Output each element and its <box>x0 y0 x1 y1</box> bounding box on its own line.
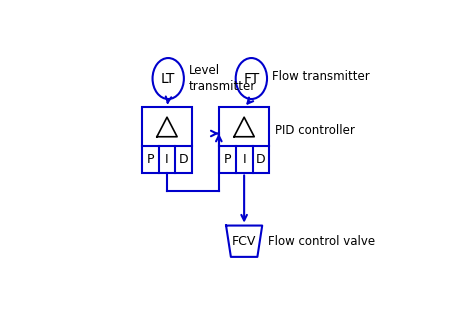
Text: LT: LT <box>161 72 175 85</box>
Bar <box>219 107 269 172</box>
Bar <box>142 107 192 172</box>
Text: D: D <box>256 153 266 166</box>
Text: D: D <box>179 153 189 166</box>
Text: P: P <box>224 153 231 166</box>
Text: Flow control valve: Flow control valve <box>268 235 375 248</box>
Text: FT: FT <box>243 72 259 85</box>
Text: Flow transmitter: Flow transmitter <box>272 69 370 83</box>
Polygon shape <box>226 226 262 257</box>
Text: P: P <box>146 153 154 166</box>
Text: I: I <box>165 153 169 166</box>
Ellipse shape <box>236 58 267 99</box>
Text: PID controller: PID controller <box>275 124 356 137</box>
Text: FCV: FCV <box>232 235 256 248</box>
Ellipse shape <box>153 58 184 99</box>
Text: I: I <box>242 153 246 166</box>
Text: Level
transmitter: Level transmitter <box>189 64 256 93</box>
